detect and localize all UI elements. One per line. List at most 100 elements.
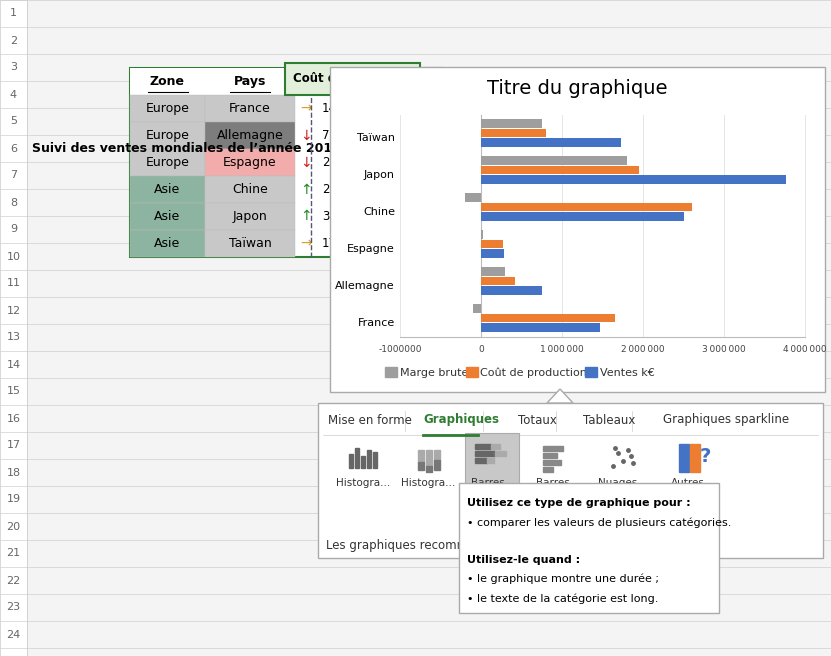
Bar [584,367,597,377]
Bar [418,462,424,470]
Bar [481,230,483,239]
Bar [205,95,295,122]
Text: Asie: Asie [155,183,180,196]
Text: Histogra...: Histogra... [401,478,455,488]
Bar [481,286,542,295]
Bar [543,467,553,472]
Text: 3: 3 [10,62,17,73]
Text: 5: 5 [10,117,17,127]
Bar [491,444,500,449]
Text: 9: 9 [10,224,17,234]
Text: 12: 12 [7,306,21,316]
Text: Titre du graphique: Titre du graphique [487,79,668,98]
Bar [434,460,440,470]
Text: 1: 1 [10,9,17,18]
Polygon shape [547,389,573,403]
Text: ?: ? [700,447,711,466]
Text: Asie: Asie [155,210,180,223]
Text: 3 000 000: 3 000 000 [702,345,746,354]
Bar [130,122,205,149]
Text: Taïwan: Taïwan [229,237,272,250]
Text: Europe: Europe [145,102,189,115]
Text: Barres...: Barres... [536,478,580,488]
Text: ↑: ↑ [300,209,312,224]
Bar [481,166,639,174]
Bar [130,230,205,257]
Text: France: France [229,102,271,115]
Text: 8: 8 [10,197,17,207]
Bar [355,448,359,468]
Bar [385,367,397,377]
Text: 1470628,5: 1470628,5 [322,102,386,115]
Bar [367,450,371,468]
Text: Espagne: Espagne [224,156,277,169]
Bar [0,0,27,656]
Bar [481,175,786,184]
Text: Ventes k€: Ventes k€ [325,75,394,88]
Text: Les graphiques recomma...: Les graphiques recomma... [326,539,487,552]
Bar [130,68,442,95]
Text: 15: 15 [7,386,21,396]
Text: 1 000 000: 1 000 000 [540,345,584,354]
Text: • comparer les valeurs de plusieurs catégories.: • comparer les valeurs de plusieurs caté… [467,517,731,527]
Bar [465,367,478,377]
Text: Espagne: Espagne [347,244,395,255]
Text: Marge brute: Marge brute [400,367,469,377]
Bar [543,446,563,451]
Bar [330,67,825,392]
Text: 23: 23 [7,602,21,613]
Bar [481,249,504,258]
Text: 289648,₂: 289648,₂ [322,156,376,169]
Bar [481,203,691,211]
Text: 7: 7 [10,171,17,180]
Bar [205,176,295,203]
Text: 20: 20 [7,522,21,531]
Text: -1000000: -1000000 [378,345,422,354]
Text: 1725140,1: 1725140,1 [322,237,386,250]
Text: Asie: Asie [155,237,180,250]
Text: Graphiques sparkline: Graphiques sparkline [663,413,789,426]
Bar [130,68,442,257]
Text: 11: 11 [7,279,21,289]
Bar [475,451,495,456]
Text: • le graphique montre une durée ;: • le graphique montre une durée ; [467,574,659,584]
Text: 6: 6 [10,144,17,154]
Bar [130,176,205,203]
Text: Ventes k€: Ventes k€ [599,367,654,377]
Text: →: → [300,102,312,115]
Bar [481,314,615,322]
Bar [495,451,506,456]
Bar [205,203,295,230]
Bar [318,403,823,558]
Text: Chine: Chine [232,183,268,196]
Text: Tableaux: Tableaux [583,413,636,426]
Text: Pays: Pays [234,75,266,88]
Bar [426,466,432,472]
Bar [373,452,377,468]
Bar [475,458,487,463]
Text: France: France [358,318,395,328]
Text: Totaux: Totaux [518,413,557,426]
Text: Coût de production: Coût de production [480,367,588,378]
Text: Allemagne: Allemagne [336,281,395,291]
Text: 18: 18 [7,468,21,478]
Text: 22: 22 [7,575,21,586]
Bar [205,149,295,176]
Bar [543,453,557,458]
Bar [205,122,295,149]
Bar [690,444,700,472]
Text: Graphiques: Graphiques [423,413,499,426]
Bar [481,138,621,147]
Bar [543,460,561,465]
Text: Nuages...: Nuages... [598,478,647,488]
Bar [426,450,432,466]
Text: Mise en forme: Mise en forme [328,413,412,426]
Text: Marge brute: Marge brute [435,73,517,85]
Text: 17: 17 [7,440,21,451]
Text: 2: 2 [10,35,17,45]
Text: 74755₂: 74755₂ [322,129,364,142]
Bar [130,95,205,122]
Text: 4: 4 [10,89,17,100]
Bar [130,149,205,176]
Text: Utilisez ce type de graphique pour :: Utilisez ce type de graphique pour : [467,498,691,508]
